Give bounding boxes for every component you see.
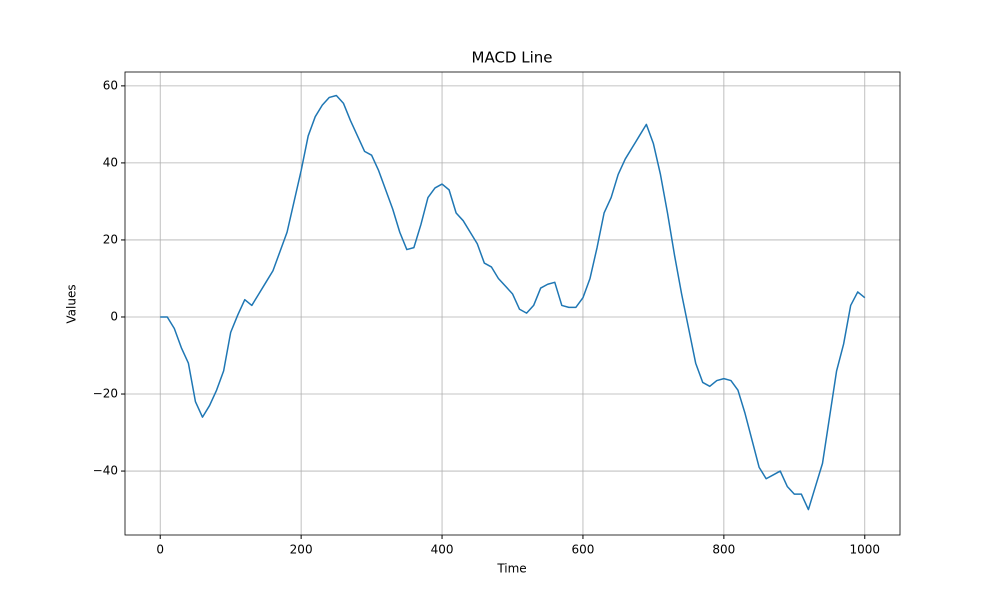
- x-tick-label: 800: [712, 543, 735, 557]
- x-tick-label: 0: [156, 543, 164, 557]
- y-tick-label: 60: [103, 78, 118, 92]
- chart-title: MACD Line: [472, 49, 553, 67]
- y-tick-label: −20: [93, 387, 118, 401]
- y-tick-label: 40: [103, 155, 118, 169]
- x-tick-label: 400: [431, 543, 454, 557]
- plot-frame: [124, 71, 901, 536]
- x-axis-label: Time: [496, 562, 526, 576]
- y-tick-label: 20: [103, 232, 118, 246]
- y-tick-label: −40: [93, 464, 118, 478]
- line: [160, 94, 866, 511]
- y-tick-label: 0: [110, 309, 118, 323]
- x-tick-label: 600: [572, 543, 595, 557]
- x-tick-label: 200: [290, 543, 313, 557]
- x-tick-label: 1000: [849, 543, 880, 557]
- y-axis-label: Values: [65, 284, 79, 323]
